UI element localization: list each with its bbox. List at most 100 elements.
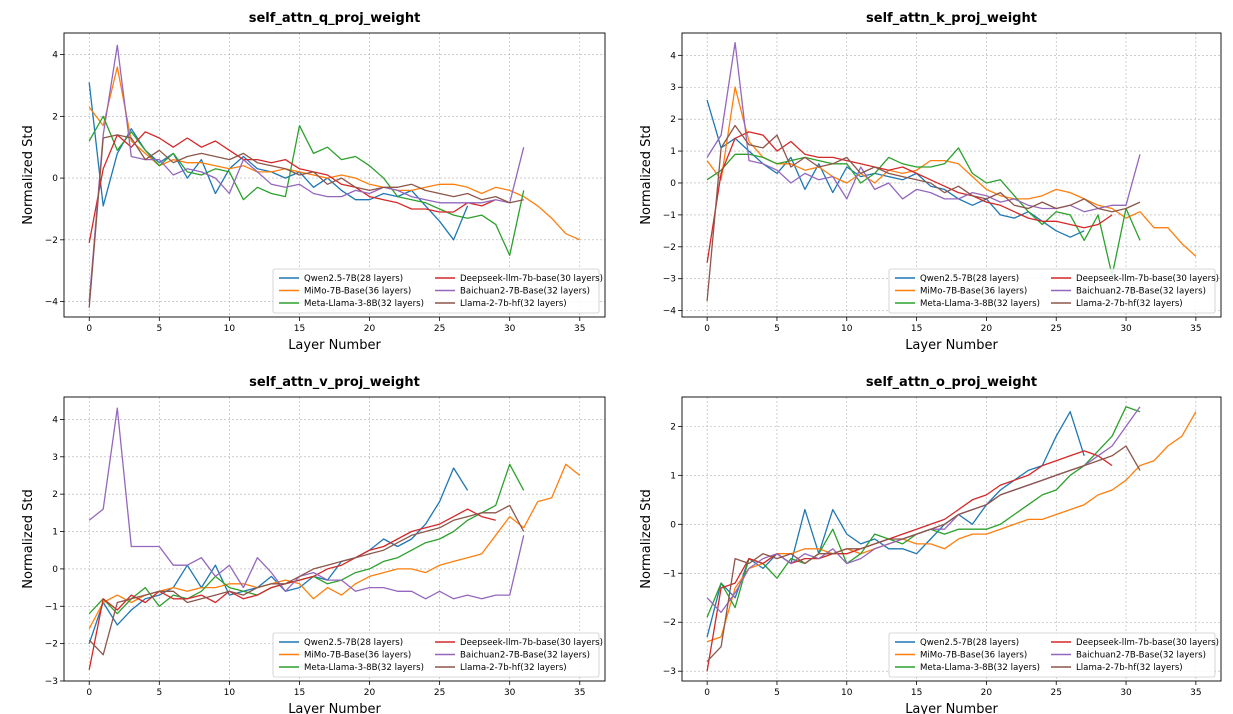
chart-o-proj-ytick-label: −3 bbox=[663, 667, 676, 677]
chart-v-proj-legend-label: Llama-2-7b-hf(32 layers) bbox=[460, 663, 567, 673]
chart-o-proj-xtick-label: 30 bbox=[1120, 688, 1132, 698]
chart-o-proj-xlabel: Layer Number bbox=[905, 702, 998, 714]
chart-k-proj-ytick-label: 4 bbox=[670, 51, 676, 61]
chart-q-proj-ylabel: Normalized Std bbox=[21, 125, 36, 224]
chart-k-proj-ytick-label: 3 bbox=[670, 83, 676, 93]
chart-k-proj-series-meta-llama-3-8b-32-layers bbox=[706, 147, 1141, 277]
chart-k-proj-series-llama-2-7b-hf-32-layers bbox=[706, 124, 1141, 302]
chart-q-proj-ytick-label: 0 bbox=[52, 174, 58, 184]
chart-k-proj-ytick-label: −2 bbox=[663, 243, 676, 253]
chart-o-proj-series-qwen2-5-7b-28-layers bbox=[706, 411, 1085, 638]
chart-k-proj-xlabel: Layer Number bbox=[905, 338, 998, 353]
chart-v-proj-ytick-label: 4 bbox=[52, 415, 58, 425]
chart-q-proj-legend-label: Llama-2-7b-hf(32 layers) bbox=[460, 299, 567, 309]
chart-q-proj-series-deepseek-llm-7b-base-30-layers bbox=[88, 131, 496, 244]
chart-v-proj-legend-label: Meta-Llama-3-8B(32 layers) bbox=[304, 663, 424, 673]
chart-v-proj-ytick-label: 2 bbox=[52, 490, 58, 500]
chart-k-proj-xtick-label: 15 bbox=[911, 324, 922, 334]
chart-k-proj-series-deepseek-llm-7b-base-30-layers bbox=[706, 131, 1113, 263]
chart-v-proj-xtick-label: 25 bbox=[434, 688, 445, 698]
chart-o-proj-series-llama-2-7b-hf-32-layers bbox=[706, 445, 1141, 662]
chart-v-proj-ytick-label: 0 bbox=[52, 565, 58, 575]
chart-v-proj-legend-label: MiMo-7B-Base(36 layers) bbox=[304, 651, 411, 661]
chart-k-proj-ylabel: Normalized Std bbox=[639, 125, 654, 224]
chart-k-proj-xtick-label: 30 bbox=[1120, 324, 1132, 334]
chart-v-proj-series-deepseek-llm-7b-base-30-layers bbox=[88, 508, 496, 670]
chart-o-proj-legend-label: Llama-2-7b-hf(32 layers) bbox=[1076, 663, 1183, 673]
chart-q-proj-legend-label: Qwen2.5-7B(28 layers) bbox=[304, 274, 403, 284]
chart-o-proj-ytick-label: 0 bbox=[670, 520, 676, 530]
chart-k-proj-xtick-label: 0 bbox=[704, 324, 710, 334]
chart-v-proj-legend-label: Baichuan2-7B-Base(32 layers) bbox=[460, 651, 590, 661]
chart-q-proj-xtick-label: 25 bbox=[434, 324, 445, 334]
chart-o-proj-series-mimo-7b-base-36-layers bbox=[706, 411, 1197, 643]
chart-o-proj-frame bbox=[681, 396, 1222, 682]
chart-q-proj-ytick-label: 2 bbox=[52, 112, 58, 122]
chart-o-proj-series-deepseek-llm-7b-base-30-layers bbox=[706, 450, 1113, 672]
chart-v-proj-ytick-label: 3 bbox=[52, 453, 58, 463]
chart-q-proj-xtick-label: 15 bbox=[294, 324, 305, 334]
chart-k-proj-legend-label: Meta-Llama-3-8B(32 layers) bbox=[920, 299, 1040, 309]
chart-o-proj-xtick-label: 0 bbox=[704, 688, 710, 698]
chart-q-proj-series-llama-2-7b-hf-32-layers bbox=[88, 134, 524, 308]
chart-o-proj-xtick-label: 5 bbox=[774, 688, 780, 698]
chart-q-proj-xlabel: Layer Number bbox=[288, 338, 381, 353]
chart-o-proj-ytick-label: −1 bbox=[663, 569, 676, 579]
chart-k-proj-series-mimo-7b-base-36-layers bbox=[706, 86, 1197, 257]
chart-o-proj-legend-label: Baichuan2-7B-Base(32 layers) bbox=[1076, 651, 1206, 661]
chart-v-proj-xtick-label: 15 bbox=[294, 688, 305, 698]
chart-k-proj-legend-label: Baichuan2-7B-Base(32 layers) bbox=[1076, 287, 1206, 297]
chart-k-proj-xtick-label: 25 bbox=[1051, 324, 1062, 334]
chart-v-proj-xtick-label: 35 bbox=[574, 688, 585, 698]
chart-v-proj-xtick-label: 30 bbox=[504, 688, 516, 698]
chart-k-proj-xtick-label: 10 bbox=[841, 324, 853, 334]
chart-k-proj-legend-label: Qwen2.5-7B(28 layers) bbox=[920, 274, 1019, 284]
chart-v-proj-series-baichuan2-7b-base-32-layers bbox=[88, 407, 525, 600]
chart-v-proj-xtick-label: 0 bbox=[86, 688, 92, 698]
chart-k-proj-xtick-label: 20 bbox=[981, 324, 993, 334]
chart-v-proj-title: self_attn_v_proj_weight bbox=[249, 375, 420, 390]
chart-v-proj-ytick-label: −3 bbox=[45, 677, 58, 687]
chart-o-proj-legend-label: Meta-Llama-3-8B(32 layers) bbox=[920, 663, 1040, 673]
chart-q-proj-xtick-label: 10 bbox=[224, 324, 236, 334]
chart-q-proj-legend-label: MiMo-7B-Base(36 layers) bbox=[304, 287, 411, 297]
chart-o-proj-xtick-label: 15 bbox=[911, 688, 922, 698]
chart-v-proj-xtick-label: 10 bbox=[224, 688, 236, 698]
chart-k-proj-ytick-label: −4 bbox=[663, 307, 677, 317]
chart-v-proj-xlabel: Layer Number bbox=[288, 702, 381, 714]
chart-v-proj-xtick-label: 20 bbox=[364, 688, 376, 698]
chart-q-proj-xtick-label: 30 bbox=[504, 324, 516, 334]
chart-q-proj-xtick-label: 5 bbox=[156, 324, 162, 334]
chart-q-proj-legend-label: Deepseek-llm-7b-base(30 layers) bbox=[460, 274, 603, 284]
chart-k-proj-xtick-label: 35 bbox=[1190, 324, 1201, 334]
chart-o-proj-ylabel: Normalized Std bbox=[639, 489, 654, 588]
chart-o-proj-ytick-label: −2 bbox=[663, 618, 676, 628]
chart-k-proj-frame bbox=[681, 32, 1222, 318]
chart-v-proj-ytick-label: −1 bbox=[45, 602, 58, 612]
chart-k-proj-legend-label: Deepseek-llm-7b-base(30 layers) bbox=[1076, 274, 1219, 284]
chart-k-proj-xtick-label: 5 bbox=[774, 324, 780, 334]
chart-q-proj-series-baichuan2-7b-base-32-layers bbox=[88, 44, 525, 302]
chart-q-proj-series-meta-llama-3-8b-32-layers bbox=[88, 115, 525, 256]
chart-o-proj-ytick-label: 1 bbox=[670, 471, 676, 481]
chart-o-proj-legend-label: Qwen2.5-7B(28 layers) bbox=[920, 638, 1019, 648]
chart-v-proj-legend-label: Deepseek-llm-7b-base(30 layers) bbox=[460, 638, 603, 648]
chart-o-proj-xtick-label: 10 bbox=[841, 688, 853, 698]
chart-v-proj-series-mimo-7b-base-36-layers bbox=[88, 463, 581, 630]
chart-o-proj-ytick-label: 2 bbox=[670, 422, 676, 432]
chart-q-proj-title: self_attn_q_proj_weight bbox=[249, 11, 421, 26]
chart-o-proj-title: self_attn_o_proj_weight bbox=[866, 375, 1037, 390]
chart-v-proj-frame bbox=[63, 396, 606, 682]
chart-k-proj-ytick-label: 1 bbox=[670, 147, 676, 157]
chart-k-proj-title: self_attn_k_proj_weight bbox=[866, 11, 1037, 26]
chart-v-proj-ytick-label: −2 bbox=[45, 640, 58, 650]
chart-v-proj-series-llama-2-7b-hf-32-layers bbox=[88, 504, 525, 656]
chart-q-proj-ytick-label: 4 bbox=[52, 51, 58, 61]
chart-k-proj-ytick-label: −3 bbox=[663, 275, 676, 285]
chart-o-proj-legend-label: MiMo-7B-Base(36 layers) bbox=[920, 651, 1027, 661]
